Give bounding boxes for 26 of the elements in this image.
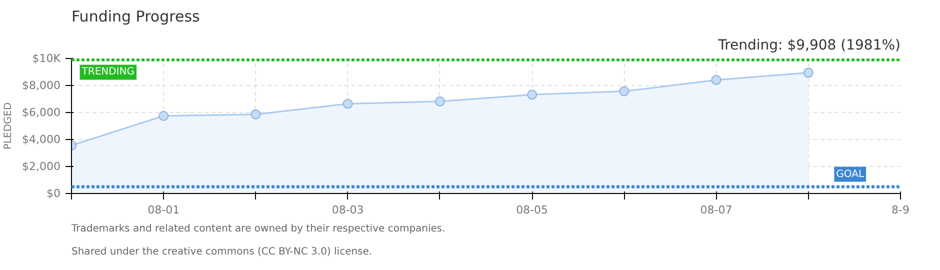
text: Trending: $9,908 (1981%) bbox=[717, 38, 901, 54]
y-tick-label: $0 bbox=[46, 187, 61, 200]
x-tick-label: 08-01 bbox=[148, 204, 180, 216]
text: Shared under the creative commons (CC BY-NC 3.0) license. bbox=[72, 246, 372, 258]
y-tick-label: $10K bbox=[32, 52, 62, 65]
y-tick-label: $2,000 bbox=[22, 160, 61, 173]
point bbox=[527, 90, 538, 100]
y-tick-label: $4,000 bbox=[22, 133, 61, 146]
x-tick-label: 8-9 bbox=[892, 204, 910, 216]
y-tick-label: $6,000 bbox=[22, 106, 61, 119]
point bbox=[803, 68, 814, 78]
x-tick-label: 08-07 bbox=[700, 204, 732, 216]
x-tick-label: 08-05 bbox=[516, 204, 548, 216]
ref-line-label: TRENDING bbox=[80, 66, 135, 78]
point bbox=[250, 109, 261, 120]
y-tick-label: $8,000 bbox=[22, 79, 61, 92]
text: Trademarks and related content are owned by their respective companies. bbox=[70, 224, 446, 234]
point bbox=[711, 74, 722, 85]
point bbox=[619, 86, 630, 96]
point bbox=[342, 98, 353, 109]
point bbox=[434, 96, 445, 106]
ref-line-label: GOAL bbox=[836, 168, 864, 180]
point bbox=[158, 110, 169, 121]
x-tick-label: 08-03 bbox=[332, 204, 364, 216]
y-axis-title: PLEDGED bbox=[3, 102, 14, 150]
chart-title: Funding Progress bbox=[72, 8, 200, 26]
